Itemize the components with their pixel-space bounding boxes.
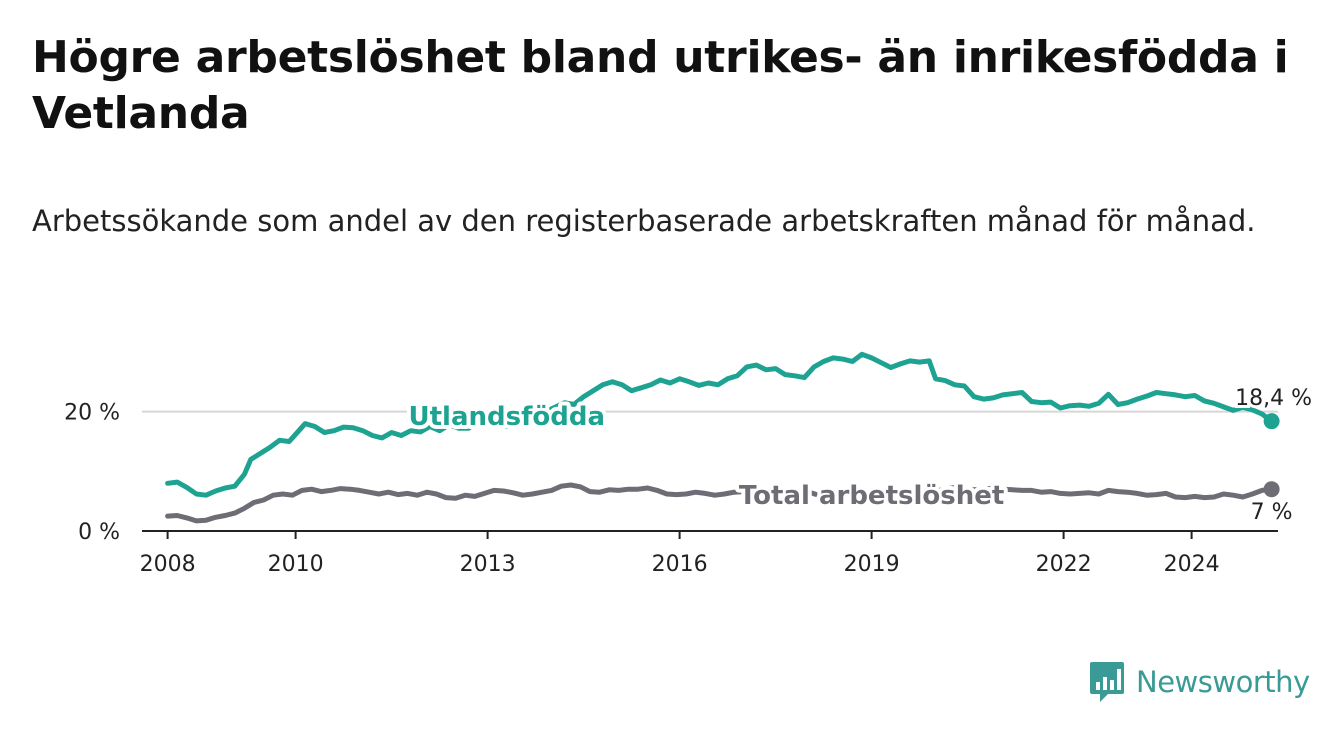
x-tick-label: 2019 [844, 552, 900, 577]
series-label-utlandsfodda: Utlandsfödda [409, 402, 606, 432]
chart-title: Högre arbetslöshet bland utrikes- än inr… [32, 32, 1289, 139]
newsworthy-logo: Newsworthy [1088, 660, 1310, 704]
newsworthy-wordmark: Newsworthy [1136, 665, 1310, 699]
x-tick-label: 2022 [1036, 552, 1092, 577]
chart-subtitle: Arbetssökande som andel av den registerb… [32, 204, 1256, 238]
end-label-utlandsfodda: 18,4 % [1235, 386, 1312, 411]
series-line-utlandsfodda [165, 351, 1275, 498]
x-tick-label: 2008 [140, 552, 196, 577]
end-label-total: 7 % [1251, 500, 1293, 525]
newsworthy-logo-icon [1090, 662, 1124, 702]
series-label-total: Total arbetslöshet [739, 481, 1004, 511]
series-line-total [165, 482, 1275, 524]
x-tick-label: 2010 [268, 552, 324, 577]
y-tick-label: 20 % [64, 401, 120, 426]
end-point-total [1263, 481, 1280, 498]
y-tick-label: 0 % [78, 520, 120, 545]
x-tick-label: 2013 [460, 552, 516, 577]
x-tick-label: 2024 [1164, 552, 1220, 577]
end-point-utlandsfodda [1263, 413, 1280, 430]
x-tick-label: 2016 [652, 552, 708, 577]
